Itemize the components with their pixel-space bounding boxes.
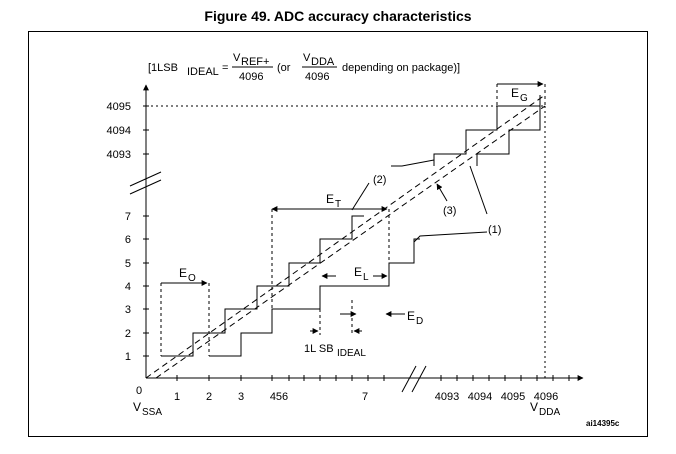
callout-1: (1)	[488, 224, 501, 236]
x-tick-label: 4095	[501, 391, 525, 403]
y-tick-label: 4095	[107, 101, 131, 113]
ed-label: E	[407, 309, 415, 323]
x-tick-label: 4094	[468, 391, 492, 403]
lsb-formula: [1LSB IDEAL = V REF+ 4096 (or V DDA 4096…	[148, 52, 460, 83]
y-tick-marks	[143, 105, 149, 357]
staircase-ideal	[161, 215, 364, 357]
y-axis-break	[129, 171, 162, 187]
formula-eq: =	[222, 62, 228, 74]
svg-text:V: V	[530, 400, 538, 414]
x-tick-label: 4093	[435, 391, 459, 403]
formula-open: [1LSB	[148, 62, 178, 74]
x-axis-break	[401, 365, 417, 393]
axes	[129, 84, 584, 393]
y-tick-label: 4093	[107, 149, 131, 161]
y-tick-label: 4	[125, 281, 131, 293]
vssa-label: V SSA	[133, 400, 162, 418]
svg-text:D: D	[416, 316, 423, 327]
x-tick-label: 2	[206, 391, 212, 403]
dimension-arrows	[161, 81, 544, 334]
formula-den1: 4096	[239, 71, 263, 83]
svg-text:G: G	[520, 93, 528, 104]
line-3	[155, 105, 546, 379]
staircase-upper	[433, 95, 541, 166]
formula-num2-sub: DDA	[311, 56, 335, 68]
el-label: E	[354, 265, 362, 279]
svg-text:V: V	[133, 400, 141, 414]
y-tick-label: 7	[125, 211, 131, 223]
callout-2: (2)	[373, 174, 386, 186]
formula-num1: V	[233, 52, 241, 64]
eo-label: E	[179, 266, 187, 280]
x-tick-label: 1	[174, 391, 180, 403]
y-tick-label: 2	[125, 328, 131, 340]
svg-text:DDA: DDA	[539, 407, 560, 418]
x-tick-label: 4096	[534, 391, 558, 403]
figure-ref: ai14395c	[586, 419, 620, 428]
callout-1-leader	[413, 231, 488, 243]
x-tick-label: 3	[238, 391, 244, 403]
full-scale-guides	[146, 105, 546, 378]
y-axis-break	[129, 179, 162, 195]
x-axis-break	[411, 365, 427, 393]
svg-text:O: O	[188, 273, 196, 284]
x-tick-label: 456	[270, 391, 288, 403]
formula-tail: depending on package)]	[342, 62, 460, 74]
x-tick-marks	[176, 375, 570, 381]
svg-text:SSA: SSA	[142, 407, 162, 418]
y-tick-label: 4094	[107, 125, 131, 137]
callout-3-leader	[436, 183, 448, 202]
formula-ideal: IDEAL	[187, 66, 219, 78]
svg-text:T: T	[335, 199, 341, 210]
callout-1-leader-b	[469, 165, 488, 215]
transfer-lines	[145, 94, 546, 379]
formula-num2: V	[303, 52, 311, 64]
y-tick-label: 6	[125, 234, 131, 246]
figure-title: Figure 49. ADC accuracy characteristics	[204, 8, 472, 24]
svg-text:IDEAL: IDEAL	[337, 348, 366, 359]
callout-2-leader	[351, 182, 370, 211]
staircase-upper-2	[476, 106, 541, 166]
staircase-actual	[209, 238, 420, 357]
svg-text:L: L	[363, 272, 369, 283]
y-tick-label: 5	[125, 258, 131, 270]
formula-num1-sub: REF+	[241, 56, 269, 68]
vdda-label: V DDA	[530, 400, 560, 418]
x-tick-labels: 1 2 3 456 7 4093 4094 4095 4096	[174, 391, 558, 403]
y-tick-label: 1	[125, 351, 131, 363]
callout-3: (3)	[443, 205, 456, 217]
figure-frame	[28, 31, 648, 437]
y-tick-label: 3	[125, 304, 131, 316]
et-label: E	[326, 192, 334, 206]
formula-den2: 4096	[305, 71, 329, 83]
error-labels: E G E T E O E L E D (1) (2) (3) 1L SB ID…	[179, 86, 528, 359]
formula-mid: (or	[277, 62, 291, 74]
x-tick-label: 7	[362, 391, 368, 403]
line-2	[145, 94, 546, 379]
y-tick-labels: 1 2 3 4 5 6 7 4093 4094 4095	[107, 101, 131, 363]
error-guides	[160, 84, 546, 356]
eg-label: E	[511, 86, 519, 100]
callout-2-leader-b	[391, 159, 435, 167]
lsb-label: 1L SB	[304, 343, 334, 355]
origin-label: 0	[136, 385, 142, 397]
